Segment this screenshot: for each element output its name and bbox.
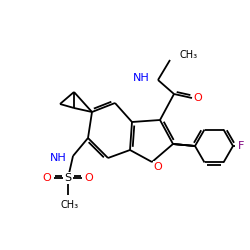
Text: O: O (84, 173, 94, 183)
Text: CH₃: CH₃ (61, 200, 79, 210)
Text: NH: NH (50, 153, 67, 163)
Text: CH₃: CH₃ (180, 50, 198, 60)
Text: F: F (238, 141, 244, 151)
Text: S: S (64, 173, 71, 183)
Text: O: O (194, 93, 202, 103)
Text: NH: NH (133, 73, 150, 83)
Text: O: O (154, 162, 162, 172)
Text: O: O (42, 173, 51, 183)
